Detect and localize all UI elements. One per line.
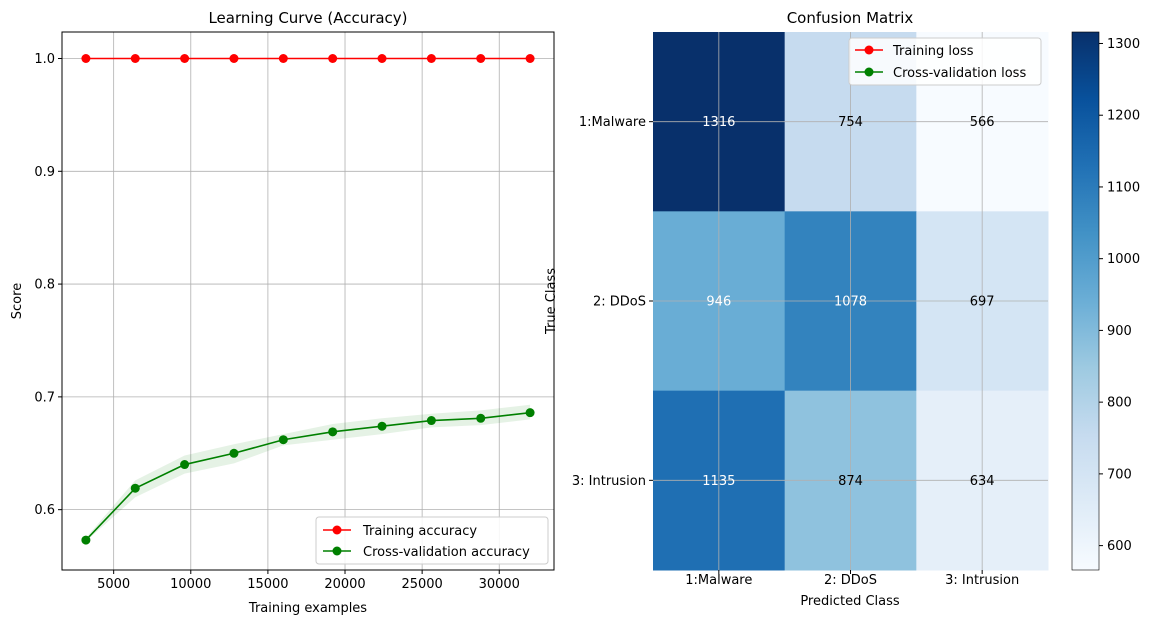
legend-label-cv-loss: Cross-validation loss — [893, 66, 1026, 81]
legend-marker-training — [332, 525, 342, 535]
data-point — [377, 54, 387, 64]
colorbar-tick-label: 800 — [1107, 396, 1132, 411]
y-tick-label: 0.7 — [34, 390, 55, 405]
colorbar-tick-label: 1000 — [1107, 252, 1140, 267]
x-axis-ticks: 5000 10000 15000 20000 25000 30000 — [97, 570, 520, 592]
legend: Training loss Cross-validation loss — [848, 37, 1042, 86]
cell-values: 1316 754 566 946 1078 697 1135 874 634 — [702, 115, 994, 489]
y-tick-label: 0.9 — [34, 165, 55, 180]
colorbar-tick-label: 600 — [1107, 539, 1132, 554]
data-point — [229, 448, 239, 458]
plot-area — [62, 32, 554, 570]
x-tick-label: 20000 — [324, 577, 365, 592]
data-point — [377, 421, 387, 431]
data-point — [81, 535, 91, 545]
colorbar — [1072, 32, 1099, 570]
y-axis-ticks: 0.6 0.7 0.8 0.9 1.0 — [34, 52, 62, 518]
data-point — [130, 483, 140, 493]
x-tick-label: 1:Malware — [685, 573, 752, 588]
legend-label-cv: Cross-validation accuracy — [363, 545, 530, 560]
y-tick-label: 3: Intrusion — [572, 474, 646, 489]
x-tick-label: 10000 — [170, 577, 211, 592]
series-line — [85, 411, 531, 541]
data-point — [426, 416, 436, 426]
colorbar-tick-label: 900 — [1107, 324, 1132, 339]
y-axis-label: Score — [10, 283, 25, 319]
grid-lines — [653, 32, 1048, 570]
data-point — [229, 54, 239, 64]
legend-label-training: Training accuracy — [362, 524, 477, 539]
data-point — [180, 54, 190, 64]
legend-box — [848, 37, 1042, 86]
cell-value-label: 874 — [838, 474, 863, 489]
data-point — [278, 435, 288, 445]
colorbar-frame — [1071, 31, 1100, 571]
cell-value-label: 566 — [970, 115, 995, 130]
y-tick-label: 0.6 — [34, 503, 55, 518]
data-point — [476, 54, 486, 64]
cell-value-label: 946 — [706, 295, 731, 310]
cell-value-label: 1135 — [702, 474, 735, 489]
data-point — [328, 54, 338, 64]
x-tick-label: 2: DDoS — [824, 573, 877, 588]
x-tick-label: 5000 — [97, 577, 130, 592]
plot-frame — [61, 31, 555, 571]
cell-value-label: 634 — [970, 474, 995, 489]
y-tick-label: 1.0 — [34, 52, 55, 67]
series-points — [81, 54, 535, 545]
chart-title: Confusion Matrix — [787, 9, 914, 27]
learning-curve-chart: Learning Curve (Accuracy) 5000 10000 15000… — [10, 9, 555, 616]
data-point — [426, 54, 436, 64]
colorbar-tick-label: 700 — [1107, 467, 1132, 482]
colorbar-tick-label: 1100 — [1107, 180, 1140, 195]
y-tick-label: 1:Malware — [579, 115, 646, 130]
x-tick-label: 25000 — [401, 577, 442, 592]
legend-marker-cv-loss — [864, 67, 874, 77]
data-point — [525, 54, 535, 64]
x-axis-ticks: 1:Malware 2: DDoS 3: Intrusion — [685, 570, 1019, 588]
x-tick-label: 30000 — [479, 577, 520, 592]
data-point — [278, 54, 288, 64]
confusion-matrix-chart: Confusion Matrix 1316 754 566 946 1078 697 113… — [544, 9, 1140, 609]
data-point — [525, 408, 535, 418]
y-axis-ticks: 1:Malware 2: DDoS 3: Intrusion — [572, 115, 653, 489]
data-point — [476, 413, 486, 423]
y-axis-label: True Class — [544, 268, 559, 335]
cell-value-label: 697 — [970, 295, 995, 310]
legend-box — [315, 516, 549, 565]
y-tick-label: 2: DDoS — [593, 295, 646, 310]
colorbar-tick-label: 1200 — [1107, 109, 1140, 124]
x-tick-label: 15000 — [247, 577, 288, 592]
y-tick-label: 0.8 — [34, 278, 55, 293]
legend-marker-cv — [332, 546, 342, 556]
data-point — [81, 54, 91, 64]
x-tick-label: 3: Intrusion — [945, 573, 1019, 588]
cell-value-label: 754 — [838, 115, 863, 130]
colorbar-ticks: 600 700 800 900 1000 1100 1200 1300 — [1099, 37, 1140, 554]
data-point — [328, 427, 338, 437]
legend-label-training-loss: Training loss — [892, 44, 974, 59]
cell-value-label: 1078 — [834, 295, 867, 310]
legend: Training accuracy Cross-validation accur… — [315, 516, 549, 565]
cell-value-label: 1316 — [702, 115, 735, 130]
data-point — [180, 460, 190, 470]
series-lines — [85, 57, 531, 541]
chart-title: Learning Curve (Accuracy) — [208, 9, 407, 27]
legend-marker-training-loss — [864, 45, 874, 55]
colorbar-tick-label: 1300 — [1107, 37, 1140, 52]
x-axis-label: Training examples — [248, 601, 367, 616]
data-point — [130, 54, 140, 64]
x-axis-label: Predicted Class — [800, 594, 900, 609]
